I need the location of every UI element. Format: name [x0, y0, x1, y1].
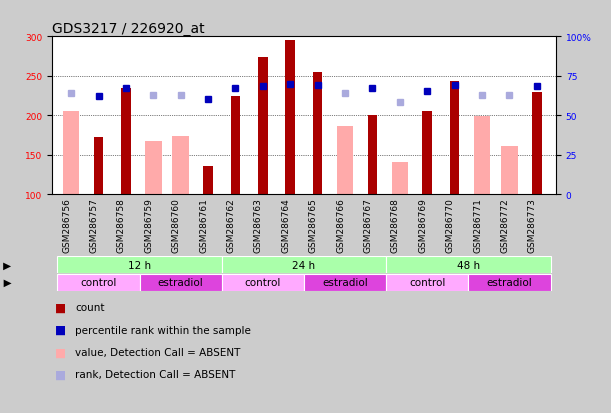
Bar [139, 274, 222, 291]
Text: GSM286767: GSM286767 [364, 198, 373, 253]
Bar [285, 41, 295, 195]
Bar [172, 136, 189, 195]
Bar [222, 256, 386, 273]
Text: GSM286762: GSM286762 [227, 198, 235, 252]
Text: rank, Detection Call = ABSENT: rank, Detection Call = ABSENT [75, 370, 235, 380]
Text: percentile rank within the sample: percentile rank within the sample [75, 325, 251, 335]
Bar [121, 89, 131, 195]
Text: GSM286771: GSM286771 [473, 198, 482, 253]
Bar [57, 274, 139, 291]
Text: control: control [409, 278, 445, 287]
Bar [386, 274, 469, 291]
Bar [63, 112, 79, 195]
Text: GSM286765: GSM286765 [309, 198, 318, 253]
Text: agent  ▶: agent ▶ [0, 278, 12, 287]
Text: estradiol: estradiol [486, 278, 532, 287]
Text: GSM286772: GSM286772 [500, 198, 510, 252]
Bar [93, 138, 103, 195]
Text: count: count [75, 303, 104, 313]
Text: 48 h: 48 h [457, 260, 480, 270]
Text: GSM286773: GSM286773 [528, 198, 537, 253]
Bar [258, 58, 268, 195]
Bar [231, 96, 240, 195]
Text: GSM286758: GSM286758 [117, 198, 126, 253]
Text: 24 h: 24 h [293, 260, 315, 270]
Text: control: control [80, 278, 117, 287]
Text: GDS3217 / 226920_at: GDS3217 / 226920_at [52, 22, 205, 36]
Text: ■: ■ [55, 301, 66, 314]
Text: GSM286768: GSM286768 [391, 198, 400, 253]
Text: GSM286761: GSM286761 [199, 198, 208, 253]
Text: estradiol: estradiol [322, 278, 368, 287]
Text: ■: ■ [55, 346, 66, 359]
Text: value, Detection Call = ABSENT: value, Detection Call = ABSENT [75, 347, 241, 357]
Text: GSM286769: GSM286769 [419, 198, 427, 253]
Bar [532, 93, 541, 195]
Bar [368, 116, 377, 195]
Bar [501, 147, 518, 195]
Bar [469, 274, 551, 291]
Text: estradiol: estradiol [158, 278, 203, 287]
Bar [392, 162, 408, 195]
Bar [57, 256, 222, 273]
Text: GSM286759: GSM286759 [144, 198, 153, 253]
Bar [222, 274, 304, 291]
Bar [203, 166, 213, 195]
Bar [450, 82, 459, 195]
Bar [304, 274, 386, 291]
Bar [337, 127, 353, 195]
Bar [386, 256, 551, 273]
Text: GSM286757: GSM286757 [89, 198, 98, 253]
Text: GSM286764: GSM286764 [281, 198, 290, 252]
Text: ■: ■ [55, 323, 66, 337]
Bar [145, 141, 161, 195]
Text: ■: ■ [55, 368, 66, 381]
Text: GSM286756: GSM286756 [62, 198, 71, 253]
Bar [422, 112, 432, 195]
Text: time  ▶: time ▶ [0, 260, 12, 270]
Text: GSM286760: GSM286760 [172, 198, 181, 253]
Text: 12 h: 12 h [128, 260, 151, 270]
Text: GSM286763: GSM286763 [254, 198, 263, 253]
Text: GSM286766: GSM286766 [336, 198, 345, 253]
Bar [474, 117, 490, 195]
Text: control: control [244, 278, 281, 287]
Bar [313, 73, 323, 195]
Text: GSM286770: GSM286770 [445, 198, 455, 253]
